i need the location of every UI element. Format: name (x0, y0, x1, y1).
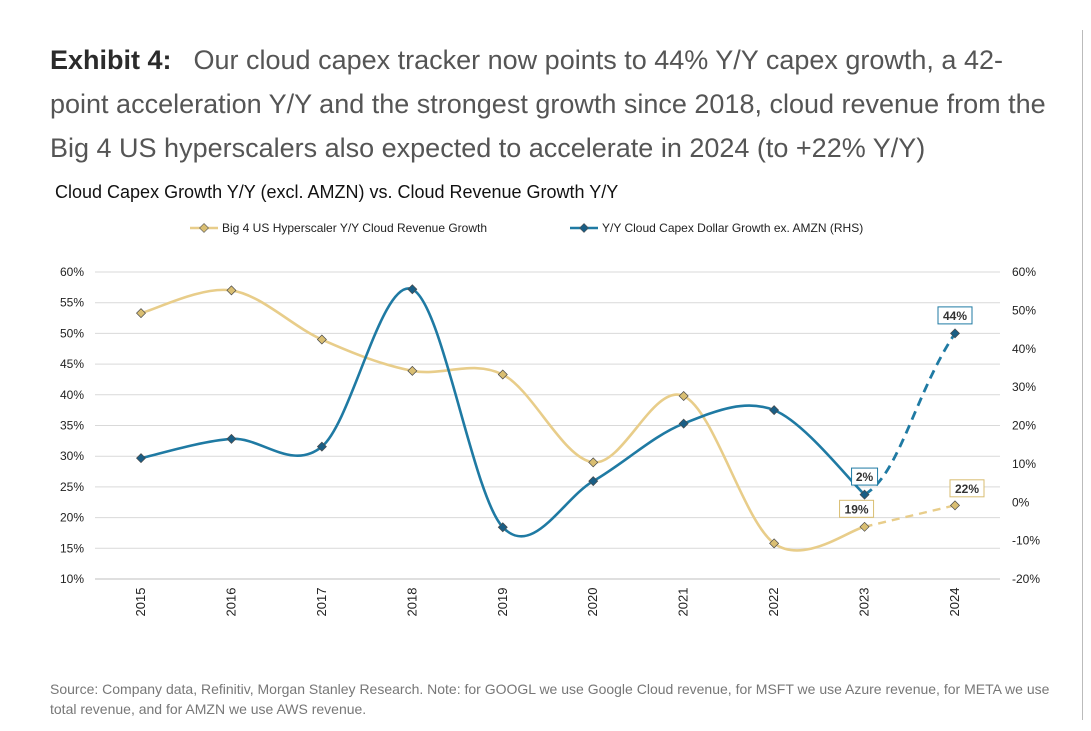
exhibit-heading: Exhibit 4: Our cloud capex tracker now po… (50, 38, 1050, 170)
series-diamond-marker (769, 405, 780, 416)
exhibit-label: Exhibit 4: (50, 45, 172, 75)
x-axis-tick-label: 2016 (223, 588, 238, 617)
x-axis-tick-label: 2018 (404, 588, 419, 617)
right-axis-tick-label: 50% (1012, 303, 1036, 317)
series-diamond-marker (588, 476, 599, 487)
x-axis-tick-label: 2015 (133, 588, 148, 617)
data-label: 22% (955, 482, 979, 496)
page-edge-rule (1082, 30, 1083, 720)
series-diamond-marker (136, 453, 146, 464)
right-axis-tick-label: 0% (1012, 495, 1030, 509)
series-diamond-marker (136, 308, 146, 319)
data-label: 44% (943, 309, 967, 323)
right-axis-tick-label: -20% (1012, 572, 1040, 586)
right-axis-tick-label: 40% (1012, 342, 1036, 356)
data-label-box (937, 306, 973, 325)
series-diamond-marker (497, 522, 508, 533)
series-diamond-marker (316, 334, 327, 345)
legend-entry-label: Big 4 US Hyperscaler Y/Y Cloud Revenue G… (222, 221, 487, 235)
left-axis-tick-label: 35% (60, 419, 84, 433)
data-label-box (851, 467, 879, 486)
series-diamond-marker (497, 369, 508, 380)
series-line-projection (864, 504, 956, 528)
left-axis-tick-label: 40% (60, 388, 84, 402)
series-diamond-marker (588, 457, 599, 468)
series-diamond-marker (407, 284, 418, 295)
series-diamond-marker (950, 328, 960, 339)
left-axis-tick-label: 20% (60, 511, 84, 525)
data-label-box (949, 479, 985, 498)
data-label: 19% (845, 502, 869, 516)
x-axis-tick-label: 2024 (947, 588, 962, 617)
series-line-solid (140, 288, 865, 552)
left-axis-tick-label: 25% (60, 480, 84, 494)
exhibit-headline: Our cloud capex tracker now points to 44… (50, 45, 1046, 163)
series-diamond-marker (769, 538, 780, 549)
left-axis-tick-label: 50% (60, 326, 84, 340)
series-line-projection (863, 332, 957, 496)
series-diamond-marker (316, 441, 327, 452)
right-axis-tick-label: 60% (1012, 265, 1036, 279)
right-axis-tick-label: -10% (1012, 534, 1040, 548)
left-axis-tick-label: 55% (60, 296, 84, 310)
right-axis-tick-label: 10% (1012, 457, 1036, 471)
series-diamond-marker (678, 391, 689, 402)
legend-diamond-marker (579, 223, 589, 233)
x-axis-tick-label: 2023 (857, 588, 872, 617)
series-diamond-marker (859, 521, 870, 532)
legend-entry-label: Y/Y Cloud Capex Dollar Growth ex. AMZN (… (602, 221, 863, 235)
source-note: Source: Company data, Refinitiv, Morgan … (50, 681, 1050, 717)
left-axis-tick-label: 30% (60, 449, 84, 463)
x-axis-tick-label: 2021 (676, 588, 691, 617)
series-diamond-marker (407, 365, 418, 376)
legend-diamond-marker (199, 223, 209, 233)
data-label-box (839, 499, 875, 518)
series-diamond-marker (678, 418, 689, 429)
left-axis-tick-label: 45% (60, 357, 84, 371)
chart-title: Cloud Capex Growth Y/Y (excl. AMZN) vs. … (55, 182, 619, 202)
series-diamond-marker (226, 433, 237, 444)
x-axis-tick-label: 2017 (314, 588, 329, 617)
x-axis-tick-label: 2020 (585, 588, 600, 617)
left-axis-tick-label: 60% (60, 265, 84, 279)
series-line-solid (140, 287, 866, 538)
right-axis-tick-label: 30% (1012, 380, 1036, 394)
right-axis-tick-label: 20% (1012, 419, 1036, 433)
left-axis-tick-label: 15% (60, 541, 84, 555)
series-diamond-marker (950, 500, 960, 511)
x-axis-tick-label: 2019 (495, 588, 510, 617)
series-diamond-marker (859, 489, 870, 500)
x-axis-tick-label: 2022 (766, 588, 781, 617)
left-axis-tick-label: 10% (60, 572, 84, 586)
series-diamond-marker (226, 285, 237, 296)
data-label: 2% (856, 470, 874, 484)
